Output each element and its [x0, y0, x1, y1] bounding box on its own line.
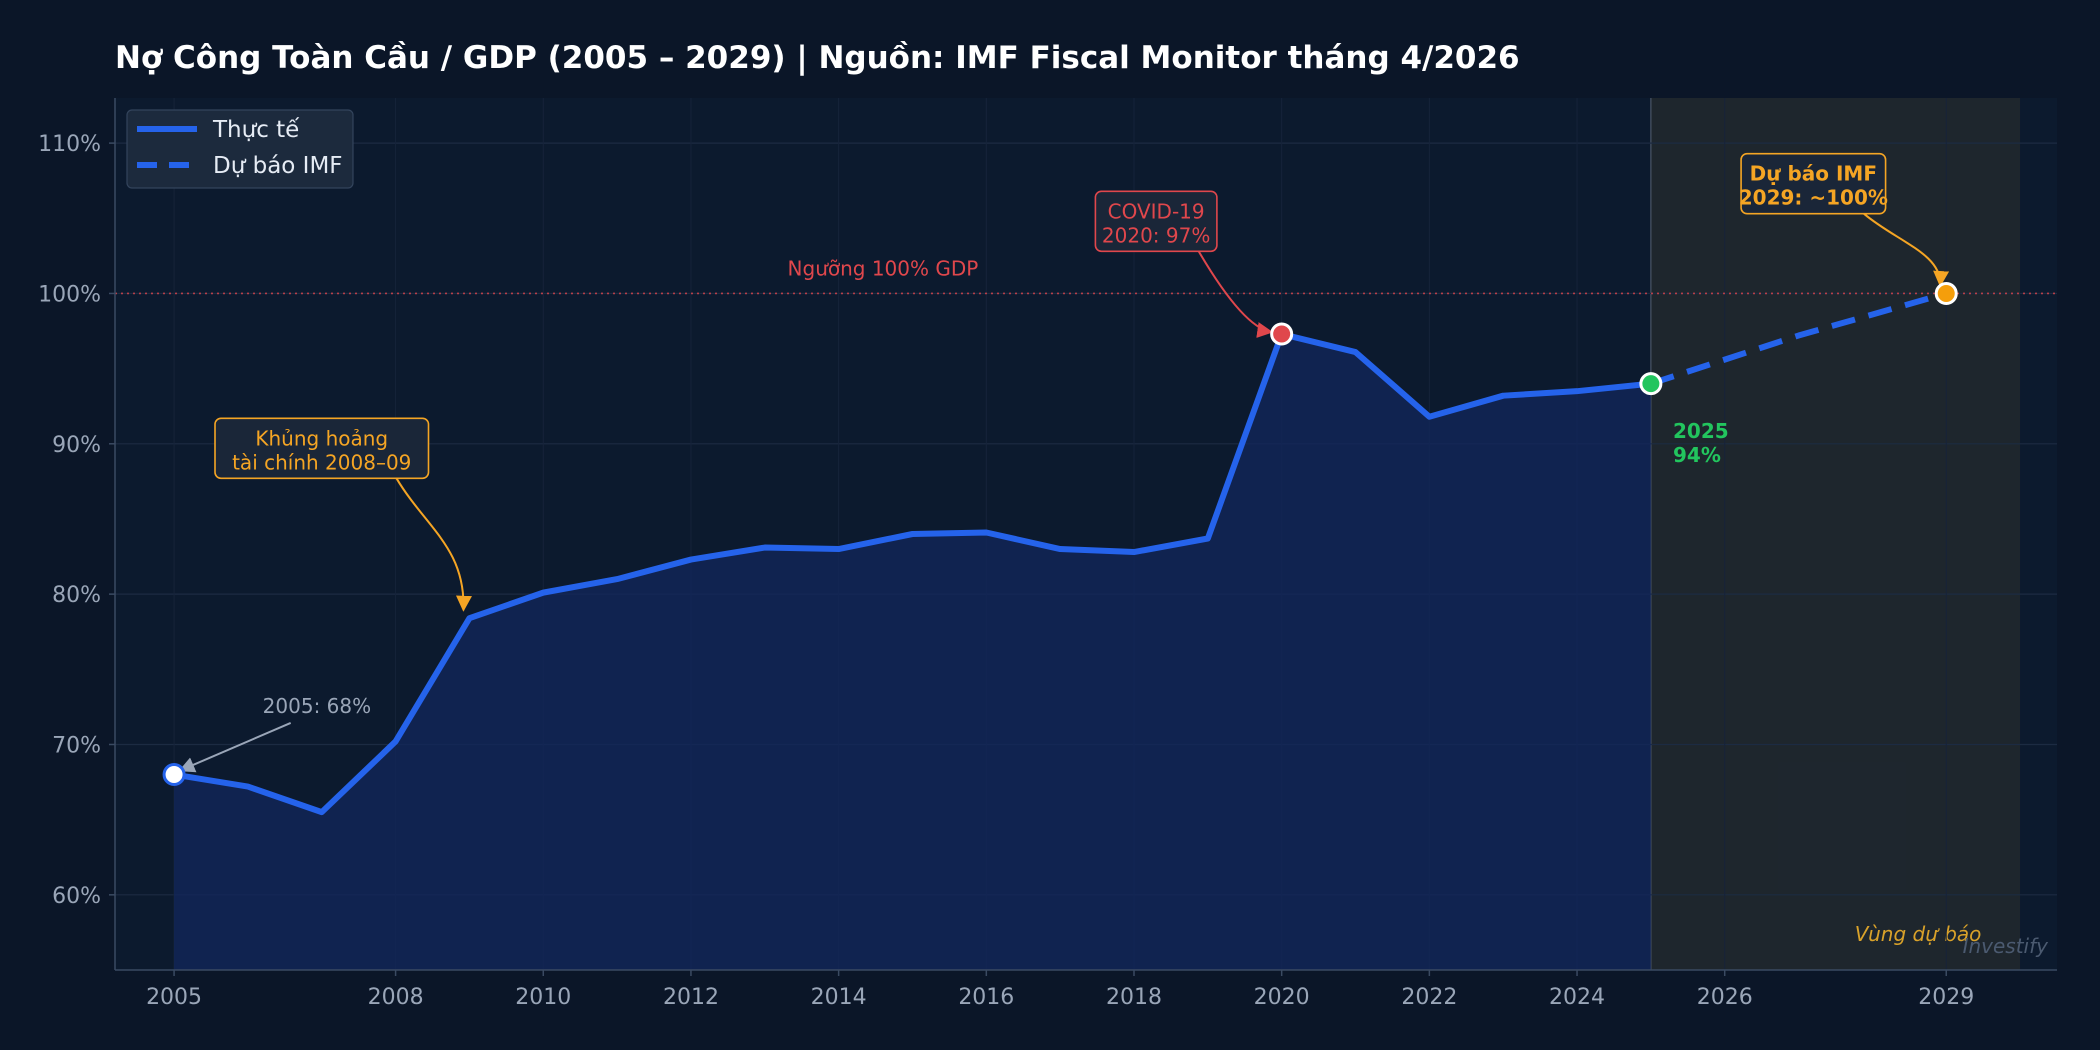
- highlight-marker-2020: [1270, 322, 1294, 346]
- annotation-start: 2005: 68%: [178, 694, 371, 773]
- x-tick-label: 2024: [1549, 985, 1605, 1010]
- annotation-arrow: [178, 721, 292, 773]
- annotation-text: 2029: ~100%: [1739, 186, 1888, 210]
- annotation-box: [1094, 190, 1218, 253]
- forecast-region-label: Vùng dự báo: [1855, 922, 1982, 946]
- x-tick-label: 2016: [958, 985, 1014, 1010]
- y-tick-label: 70%: [52, 733, 101, 758]
- chart-title: Nợ Công Toàn Cầu / GDP (2005 – 2029) | N…: [115, 40, 1520, 76]
- series-line-actual: [171, 331, 1654, 816]
- y-tick-label: 90%: [52, 433, 101, 458]
- y-tick-label: 100%: [38, 282, 101, 307]
- annotation-text: 2020: 97%: [1102, 223, 1210, 247]
- x-tick-label: 2026: [1697, 985, 1753, 1010]
- x-tick-label: 2005: [146, 985, 202, 1010]
- x-tick-label: 2020: [1254, 985, 1310, 1010]
- y-tick-label: 60%: [52, 884, 101, 909]
- highlight-marker-2005: [162, 763, 186, 787]
- annotation-arrow: [1863, 212, 1950, 288]
- x-tick-label: 2010: [515, 985, 571, 1010]
- annotation-text: 94%: [1673, 443, 1721, 467]
- legend-label-actual: Thực tế: [212, 117, 300, 143]
- x-tick-label: 2022: [1401, 985, 1457, 1010]
- annotation-text: tài chính 2008–09: [232, 450, 411, 474]
- annotation-box: [1740, 152, 1887, 215]
- series-line-forecast: [1649, 290, 1948, 387]
- actual-area-fill: [174, 334, 1651, 970]
- highlight-marker-2029: [1934, 281, 1958, 305]
- annotation-box: [214, 417, 430, 480]
- highlight-marker-2025: [1639, 372, 1663, 396]
- annotation-text: Khủng hoảng: [255, 426, 388, 450]
- threshold-label: Ngưỡng 100% GDP: [788, 256, 979, 280]
- annotation-text: 2025: [1673, 419, 1729, 443]
- annotation-arrow: [1197, 250, 1274, 338]
- x-tick-label: 2008: [368, 985, 424, 1010]
- y-tick-label: 80%: [52, 583, 101, 608]
- watermark: Investify: [1963, 934, 2050, 958]
- legend-label-forecast: Dự báo IMF: [213, 153, 343, 179]
- x-tick-label: 2018: [1106, 985, 1162, 1010]
- annotation-text: COVID-19: [1108, 199, 1205, 223]
- x-tick-label: 2014: [811, 985, 867, 1010]
- annotation-text: Dự báo IMF: [1750, 162, 1877, 186]
- annotation-text: 2005: 68%: [263, 694, 371, 718]
- y-tick-label: 110%: [38, 132, 101, 157]
- annotation-arrow: [395, 477, 472, 612]
- forecast-region: [1650, 98, 2021, 970]
- x-tick-label: 2029: [1918, 985, 1974, 1010]
- x-tick-label: 2012: [663, 985, 719, 1010]
